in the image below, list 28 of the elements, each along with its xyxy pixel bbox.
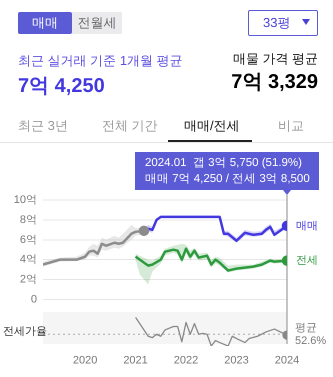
y-tick-label: 0 [30, 293, 37, 306]
y-tick-label: 10억 [14, 194, 37, 206]
y-tick-label: 2억 [20, 274, 37, 286]
y-tick-label: 4억 [20, 254, 37, 266]
y-tick-label: 6억 [20, 234, 37, 246]
text: 매매/전세 [184, 118, 240, 133]
y-axis-title: 전세가율 [3, 326, 47, 338]
text: 매물 가격 평균 [232, 51, 318, 66]
text: 최근 3년 [18, 118, 68, 133]
text: 매매 [32, 14, 58, 32]
text: 33평 [263, 14, 290, 32]
series-label: 전세 [296, 254, 318, 267]
text: 7억 4,250 [18, 75, 105, 97]
text: 전월세 [78, 14, 116, 32]
text: 전체 기간 [102, 118, 158, 133]
x-tick-label: 2020 [72, 354, 98, 367]
text: 비교 [278, 118, 304, 133]
x-tick-label: 2021 [123, 354, 148, 367]
series-label: 매매 [296, 220, 318, 232]
text: 매매 7억 4,250 / 전세 3억 8,500 [145, 173, 310, 186]
x-tick-label: 2024 [274, 354, 300, 367]
x-tick-label: 2023 [224, 354, 249, 367]
y-tick-label: 8억 [20, 214, 37, 226]
text: 7억 3,329 [231, 71, 318, 93]
ref-line-label: 평균 52.6% [295, 322, 326, 347]
text: 2024.01 갭 3억 5,750 (51.9%) [145, 157, 302, 170]
x-tick-label: 2022 [174, 354, 198, 367]
text: 최근 실거래 기준 1개월 평균 [18, 53, 183, 68]
